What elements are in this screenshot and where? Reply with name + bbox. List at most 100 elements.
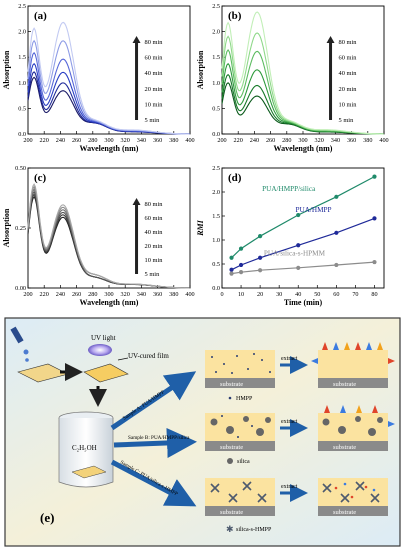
- x-tick-label: 280: [88, 291, 97, 298]
- time-label: 60 min: [145, 55, 164, 62]
- x-tick-label: 260: [72, 137, 81, 144]
- data-point: [229, 271, 234, 276]
- y-tick-label: 0.00: [15, 285, 26, 292]
- series-label: PUA/HMPP: [296, 206, 332, 214]
- y-tick-label: 1.0: [212, 80, 220, 87]
- x-tick-label: 360: [347, 137, 356, 144]
- time-label: 80 min: [145, 39, 164, 46]
- y-tick-label: 1.0: [212, 237, 220, 244]
- series-label: PUA/silica-s-HPMM: [264, 249, 326, 257]
- panel-label-e: (e): [40, 510, 54, 525]
- x-tick-label: 340: [331, 137, 340, 144]
- panel-label: (a): [34, 10, 47, 22]
- x-tick-label: 220: [234, 137, 243, 144]
- x-tick-label: 0: [220, 291, 223, 298]
- plot-frame: [27, 167, 191, 289]
- time-arrow-head: [132, 36, 141, 43]
- data-point: [372, 259, 377, 265]
- x-tick-label: 220: [40, 291, 49, 298]
- x-tick-label: 280: [88, 137, 97, 144]
- data-point: [296, 265, 301, 270]
- y-tick-label: 1.5: [212, 213, 220, 220]
- uv-lamp-icon: [88, 344, 112, 356]
- y-tick-label: 0.5: [18, 105, 26, 112]
- x-tick-label: 260: [72, 291, 81, 298]
- time-label: 5 min: [145, 271, 161, 278]
- sample-b-before: substrate: [205, 413, 275, 451]
- data-point: [372, 174, 377, 179]
- x-tick-label: 10: [238, 291, 244, 298]
- sample-b-label: Sample B: PUA/HMPP/silica: [128, 435, 190, 441]
- x-tick-label: 300: [104, 137, 113, 144]
- svg-text:substrate: substrate: [333, 509, 356, 516]
- plot-frame: [27, 5, 191, 135]
- x-tick-label: 400: [185, 137, 194, 144]
- x-axis-label: Wavelength (nm): [274, 144, 333, 153]
- x-tick-label: 200: [23, 137, 32, 144]
- x-tick-label: 380: [363, 137, 372, 144]
- data-point: [258, 255, 263, 260]
- time-label: 5 min: [339, 117, 355, 124]
- series-label: PUA/HMPP/silica: [262, 185, 316, 193]
- y-tick-label: 2.0: [18, 29, 26, 36]
- chart-panel-4: 0 10 20 30 40 50 60 70 80 0.0 0.5 1.0 1.5 2.0 2.5 Time …: [196, 165, 385, 307]
- hmpp-legend-marker: [228, 396, 232, 400]
- y-tick-label: 0.0: [212, 285, 220, 292]
- y-tick-label: 1.5: [18, 54, 26, 61]
- y-tick-label: 1.5: [212, 54, 220, 61]
- data-point: [296, 212, 301, 218]
- x-tick-label: 50: [314, 291, 320, 298]
- schematic-panel: UV light UV-cured film C₂H₅OH Sample A: …: [4, 317, 401, 547]
- x-tick-label: 320: [315, 137, 324, 144]
- time-label: 40 min: [145, 70, 164, 77]
- x-tick-label: 240: [250, 137, 259, 144]
- x-tick-label: 240: [56, 291, 65, 298]
- y-tick-label: 0.0: [18, 131, 26, 138]
- panel-label: (d): [228, 172, 242, 184]
- y-axis-label: RMI: [196, 219, 205, 236]
- x-tick-label: 260: [266, 137, 275, 144]
- pipette-icon: [10, 326, 29, 362]
- x-tick-label: 300: [298, 137, 307, 144]
- time-label: 20 min: [339, 86, 358, 93]
- time-label: 60 min: [339, 55, 358, 62]
- x-tick-label: 220: [40, 137, 49, 144]
- time-label: 10 min: [339, 101, 358, 108]
- x-tick-label: 320: [121, 291, 130, 298]
- series-line-80-min: [27, 183, 190, 289]
- x-tick-label: 320: [121, 137, 130, 144]
- x-axis-label: Wavelength (nm): [80, 144, 139, 153]
- time-label: 80 min: [145, 201, 164, 208]
- silica-s-hmpp-legend-label: silica-s-HMPP: [236, 527, 272, 533]
- svg-text:substrate: substrate: [333, 381, 356, 388]
- data-point: [229, 255, 234, 260]
- uv-cured-film-label: UV-cured film: [128, 352, 169, 360]
- series-line-1: [231, 176, 375, 259]
- uv-cured-film-icon: [83, 363, 129, 383]
- panel-label: (c): [34, 172, 47, 184]
- data-point: [238, 246, 244, 251]
- chart-panel-3: 200 220 240 260 280 300 320 340 360 380 400 0.00 0.2…: [2, 165, 195, 307]
- charts-area: 200 220 240 260 280 300 320 340 360 380 400 0.0 0.5 1…: [2, 3, 389, 307]
- svg-text:substrate: substrate: [220, 509, 243, 516]
- series-line-80-min: [221, 11, 384, 135]
- time-label: 60 min: [145, 215, 164, 222]
- svg-text:substrate: substrate: [333, 444, 356, 451]
- data-point: [238, 262, 244, 268]
- time-label: 5 min: [145, 117, 161, 124]
- time-label: 80 min: [339, 39, 358, 46]
- x-tick-label: 380: [169, 291, 178, 298]
- x-tick-label: 70: [352, 291, 358, 298]
- y-tick-label: 2.5: [212, 165, 220, 172]
- extract-label-b: extract: [281, 419, 298, 425]
- time-label: 10 min: [145, 101, 164, 108]
- x-tick-label: 400: [379, 137, 388, 144]
- x-tick-label: 360: [153, 291, 162, 298]
- chart-panel-2: 200 220 240 260 280 300 320 340 360 380 400 0.0 0.5 1…: [196, 3, 389, 153]
- data-point: [296, 243, 301, 248]
- svg-text:substrate: substrate: [220, 381, 243, 388]
- x-tick-label: 80: [371, 291, 377, 298]
- y-tick-label: 2.5: [18, 3, 26, 10]
- chart-panel-1: 200 220 240 260 280 300 320 340 360 380 400 0.0 0.5 1…: [2, 3, 195, 153]
